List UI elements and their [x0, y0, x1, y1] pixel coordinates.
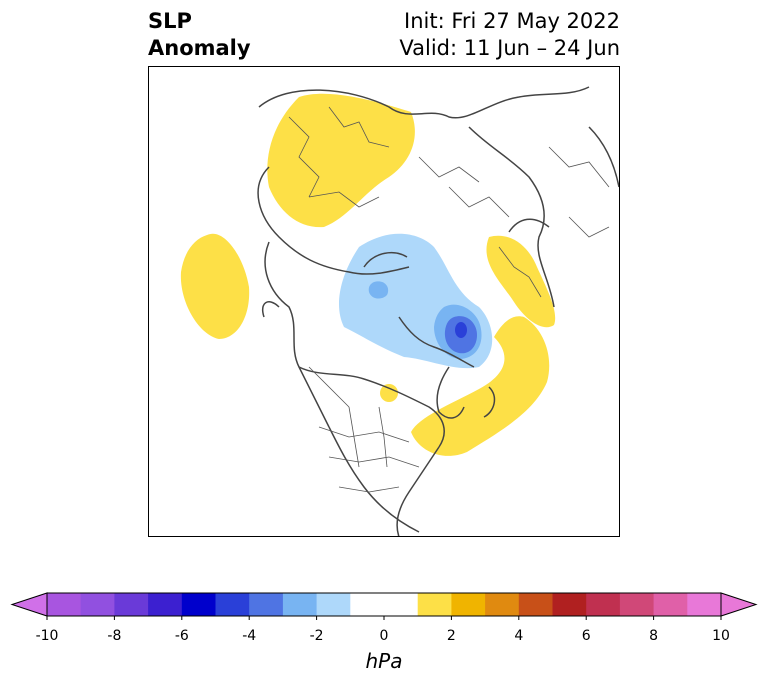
colorbar-tick-label: -8	[107, 628, 122, 644]
colorbar-tick-label: 6	[581, 628, 591, 644]
colorbar-tick-label: -10	[35, 628, 59, 644]
init-date: Init: Fri 27 May 2022	[404, 9, 620, 33]
colorbar-units: hPa	[365, 649, 403, 673]
colorbar-bin	[619, 593, 655, 616]
colorbar-bin	[47, 593, 82, 616]
colorbar-bin	[417, 593, 452, 616]
colorbar-bin	[80, 593, 115, 616]
colorbar-bin	[114, 593, 149, 616]
colorbar-bins	[47, 593, 722, 616]
polar-map	[180, 86, 619, 536]
colorbar-ticks	[46, 616, 722, 620]
colorbar-bin	[586, 593, 621, 616]
negative-anomaly-core	[455, 322, 467, 338]
positive-anomaly-atlantic	[411, 316, 550, 456]
colorbar-extend-low	[10, 592, 48, 617]
coastlines	[257, 86, 619, 536]
negative-anomaly-small	[368, 281, 389, 299]
positive-anomaly-pacific	[180, 233, 250, 339]
positive-anomaly-eurasia	[267, 93, 415, 228]
valid-range: Valid: 11 Jun – 24 Jun	[399, 36, 620, 60]
colorbar-bin	[148, 593, 183, 616]
positive-anomaly-siberia	[486, 235, 556, 328]
title-right: Init: Fri 27 May 2022 Valid: 11 Jun – 24…	[399, 8, 620, 62]
country-borders	[288, 106, 610, 493]
colorbar-bin	[451, 593, 486, 616]
colorbar-bin	[350, 593, 419, 616]
anomaly-fills	[180, 93, 556, 456]
colorbar-tick-label: 0	[379, 628, 389, 644]
colorbar-tick-label: -6	[174, 628, 189, 644]
colorbar-tick-label: 10	[712, 628, 730, 644]
colorbar-bin	[687, 593, 722, 616]
title-variable: SLP	[148, 9, 192, 33]
colorbar-bin	[215, 593, 250, 616]
colorbar-tick-label: 4	[514, 628, 524, 644]
colorbar-bin	[485, 593, 520, 616]
colorbar-tick-label: 2	[446, 628, 456, 644]
colorbar-tick-label: -4	[242, 628, 257, 644]
colorbar-bin	[249, 593, 284, 616]
title-left: SLP Anomaly	[148, 8, 251, 62]
colorbar-bin	[282, 593, 318, 616]
title-type: Anomaly	[148, 36, 251, 60]
colorbar-bin	[653, 593, 688, 616]
colorbar-bin	[316, 593, 351, 616]
colorbar-bin	[552, 593, 587, 616]
colorbar-extend-high	[720, 592, 758, 617]
colorbar	[10, 592, 758, 620]
colorbar-bin	[181, 593, 216, 616]
colorbar-tick-label: -2	[309, 628, 324, 644]
positive-anomaly-small	[380, 384, 398, 402]
colorbar-tick-label: 8	[649, 628, 659, 644]
colorbar-bin	[518, 593, 553, 616]
map-panel	[148, 66, 620, 537]
